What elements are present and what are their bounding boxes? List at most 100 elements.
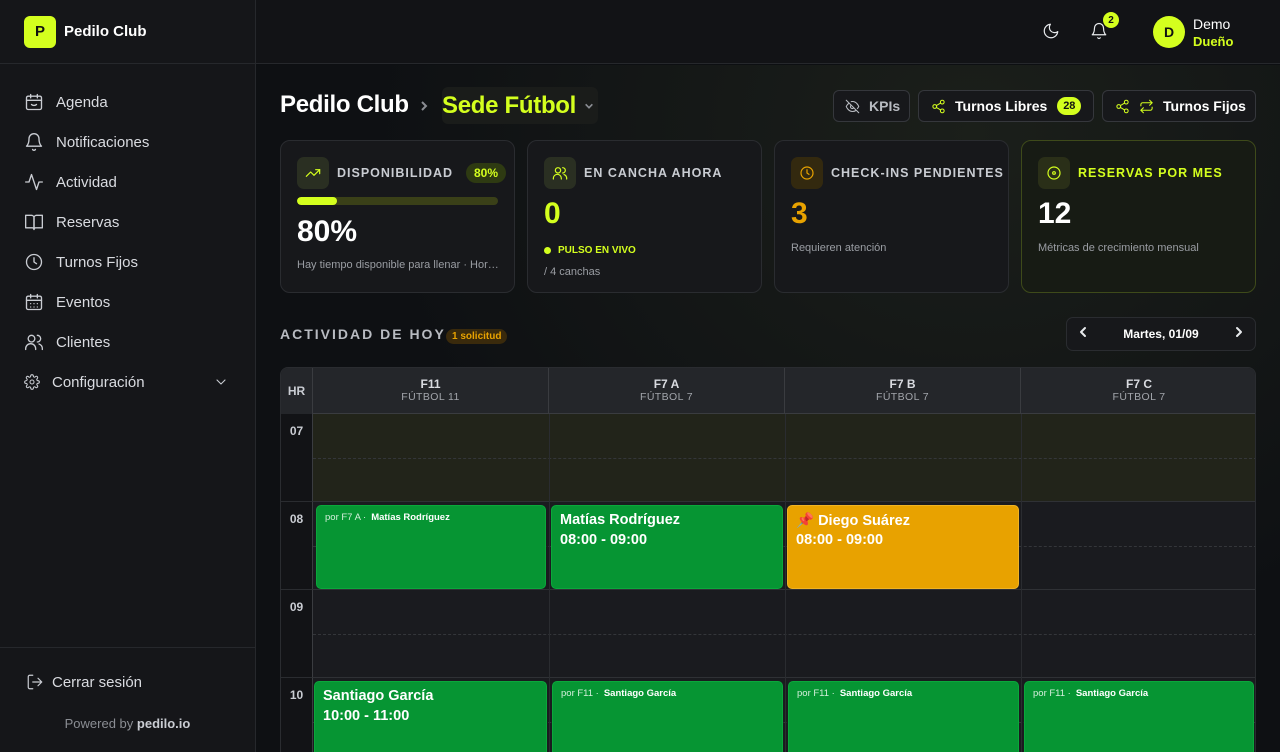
booking-client: Santiago García: [839, 688, 913, 699]
hour-row[interactable]: [313, 414, 1255, 502]
book-icon: [25, 214, 43, 231]
booking-ref-prefix: por F11 ·: [561, 688, 599, 699]
disponibilidad-card[interactable]: DISPONIBILIDAD 80% 80% Hay tiempo dispon…: [280, 140, 515, 293]
disponibilidad-value: 80%: [297, 215, 358, 248]
turnos-fijos-button[interactable]: Turnos Fijos: [1102, 90, 1256, 122]
share-icon: [932, 99, 945, 113]
checkins-value: 3: [791, 197, 808, 230]
live-dot: [544, 247, 551, 254]
hour-label: 09: [281, 590, 313, 678]
avatar[interactable]: D: [1153, 16, 1185, 48]
user-role: Dueño: [1193, 34, 1234, 49]
sidebar-footer: Cerrar sesión Powered by pedilo.io: [0, 647, 255, 752]
trending-up-icon: [297, 157, 329, 189]
logout-icon: [27, 674, 43, 690]
sidebar-item-turnos-fijos[interactable]: Turnos Fijos: [0, 242, 255, 282]
reservas-value: 12: [1038, 197, 1072, 230]
booking-time: 08:00 - 09:00: [560, 532, 648, 548]
sidebar-item-reservas[interactable]: Reservas: [0, 202, 255, 242]
sede-selector[interactable]: Sede Fútbol: [442, 87, 598, 124]
booking-ref-prefix: por F11 ·: [797, 688, 835, 699]
gear-icon: [24, 374, 40, 390]
booking-block[interactable]: por F11 · Santiago García: [788, 681, 1019, 752]
checkins-subtitle: Requieren atención: [791, 242, 887, 254]
logout-label: Cerrar sesión: [52, 673, 143, 691]
sidebar-item-label: Clientes: [56, 333, 111, 351]
user-name[interactable]: Demo: [1193, 16, 1231, 32]
sidebar: P Pedilo Club Agenda Notificaciones Acti…: [0, 0, 256, 752]
booking-block[interactable]: por F11 · Santiago García: [1024, 681, 1254, 752]
court-type: FÚTBOL 7: [876, 391, 929, 403]
booking-client: Santiago García: [603, 688, 677, 699]
booking-client: Santiago García: [1075, 688, 1149, 699]
reservas-title: RESERVAS POR MES: [1078, 166, 1223, 180]
court-name: F7 C: [1125, 377, 1152, 391]
disponibilidad-subtitle: Hay tiempo disponible para llenar · Hora…: [297, 259, 502, 271]
court-type: FÚTBOL 7: [1112, 391, 1166, 403]
notifications-button[interactable]: [1090, 22, 1108, 40]
sidebar-item-label: Eventos: [56, 293, 111, 311]
hour-label: 07: [281, 414, 313, 502]
en-cancha-subtitle: / 4 canchas: [544, 266, 601, 278]
booking-block[interactable]: por F7 A · Matías Rodríguez: [316, 505, 546, 589]
hour-row[interactable]: [313, 590, 1255, 678]
brand-name: Pedilo Club: [64, 23, 147, 40]
sidebar-item-configuracion[interactable]: Configuración: [0, 362, 255, 402]
moon-icon: [1043, 23, 1059, 39]
powered-brand[interactable]: pedilo.io: [136, 716, 191, 731]
court-header-f7b: F7 B FÚTBOL 7: [785, 368, 1021, 414]
booking-block[interactable]: por F11 · Santiago García: [552, 681, 783, 752]
kpis-label: KPIs: [869, 98, 901, 114]
reservas-subtitle: Métricas de crecimiento mensual: [1038, 242, 1199, 254]
column-divider: [1021, 414, 1022, 752]
hour-label: 10: [281, 678, 313, 752]
progress-fill: [297, 197, 338, 205]
en-cancha-card[interactable]: EN CANCHA AHORA 0 PULSO EN VIVO / 4 canc…: [527, 140, 762, 293]
booking-ref-prefix: por F7 A ·: [325, 512, 367, 523]
target-icon: [1038, 157, 1070, 189]
booking-block[interactable]: Santiago García 10:00 - 11:00: [314, 681, 547, 752]
solicitud-badge[interactable]: 1 solicitud: [446, 329, 508, 344]
booking-client: Matías Rodríguez: [560, 512, 681, 528]
sidebar-item-notificaciones[interactable]: Notificaciones: [0, 122, 255, 162]
sidebar-item-label: Notificaciones: [56, 133, 150, 151]
sidebar-item-agenda[interactable]: Agenda: [0, 82, 255, 122]
booking-ref-prefix: por F11 ·: [1033, 688, 1071, 699]
kpis-toggle-button[interactable]: KPIs: [833, 90, 910, 122]
sidebar-item-actividad[interactable]: Actividad: [0, 162, 255, 202]
bell-icon: [1091, 22, 1107, 40]
sidebar-item-eventos[interactable]: Eventos: [0, 282, 255, 322]
en-cancha-title: EN CANCHA AHORA: [584, 166, 723, 180]
court-name: F7 B: [889, 377, 916, 391]
turnos-libres-button[interactable]: Turnos Libres 28: [918, 90, 1094, 122]
brand-logo: P: [24, 15, 56, 48]
booking-block[interactable]: Matías Rodríguez 08:00 - 09:00: [551, 505, 783, 589]
main-content: Pedilo Club Sede Fútbol KPIs Turnos Libr…: [256, 65, 1280, 752]
checkins-card[interactable]: CHECK-INS PENDIENTES 3 Requieren atenció…: [774, 140, 1009, 293]
users-icon: [25, 334, 43, 351]
disponibilidad-badge: 80%: [465, 163, 506, 183]
booking-block-pending[interactable]: 📌 Diego Suárez 08:00 - 09:00: [787, 505, 1019, 589]
current-date[interactable]: Martes, 01/09: [1123, 327, 1199, 341]
reservas-card[interactable]: RESERVAS POR MES 12 Métricas de crecimie…: [1021, 140, 1256, 293]
logout-button[interactable]: Cerrar sesión: [0, 648, 255, 716]
prev-day-button[interactable]: [1077, 325, 1089, 343]
sidebar-item-label: Actividad: [56, 173, 117, 191]
sidebar-item-label: Configuración: [52, 373, 145, 391]
chevron-left-icon: [1080, 327, 1086, 337]
clock-icon: [25, 253, 43, 271]
next-day-button[interactable]: [1233, 325, 1245, 343]
court-header-f7a: F7 A FÚTBOL 7: [549, 368, 785, 414]
powered-by: Powered by pedilo.io: [0, 716, 255, 731]
sidebar-item-label: Turnos Fijos: [56, 253, 138, 271]
live-indicator: PULSO EN VIVO: [544, 245, 636, 256]
theme-toggle[interactable]: [1042, 22, 1060, 40]
disponibilidad-title: DISPONIBILIDAD: [337, 166, 454, 180]
live-label: PULSO EN VIVO: [558, 245, 636, 256]
hr-column-header: HR: [281, 368, 313, 414]
brand[interactable]: P Pedilo Club: [0, 0, 255, 64]
bell-icon: [25, 133, 43, 151]
sidebar-item-clientes[interactable]: Clientes: [0, 322, 255, 362]
booking-ref: por F11 · Santiago García: [1033, 688, 1148, 699]
page-title: Pedilo Club: [280, 91, 409, 118]
